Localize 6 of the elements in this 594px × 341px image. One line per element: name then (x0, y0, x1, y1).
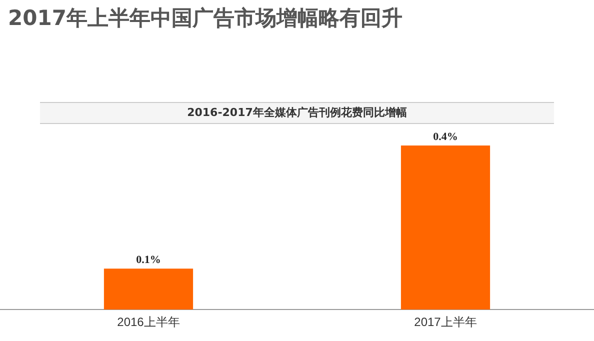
x-tick-label: 2016上半年 (117, 315, 180, 330)
data-label: 0.4% (433, 130, 458, 143)
chart-title: 2017年上半年中国广告市场增幅略有回升 (8, 5, 402, 32)
chart-subtitle: 2016-2017年全媒体广告刊例花费同比增幅 (40, 102, 554, 124)
data-label: 0.1% (136, 254, 161, 266)
x-tick-label: 2017上半年 (414, 315, 477, 330)
